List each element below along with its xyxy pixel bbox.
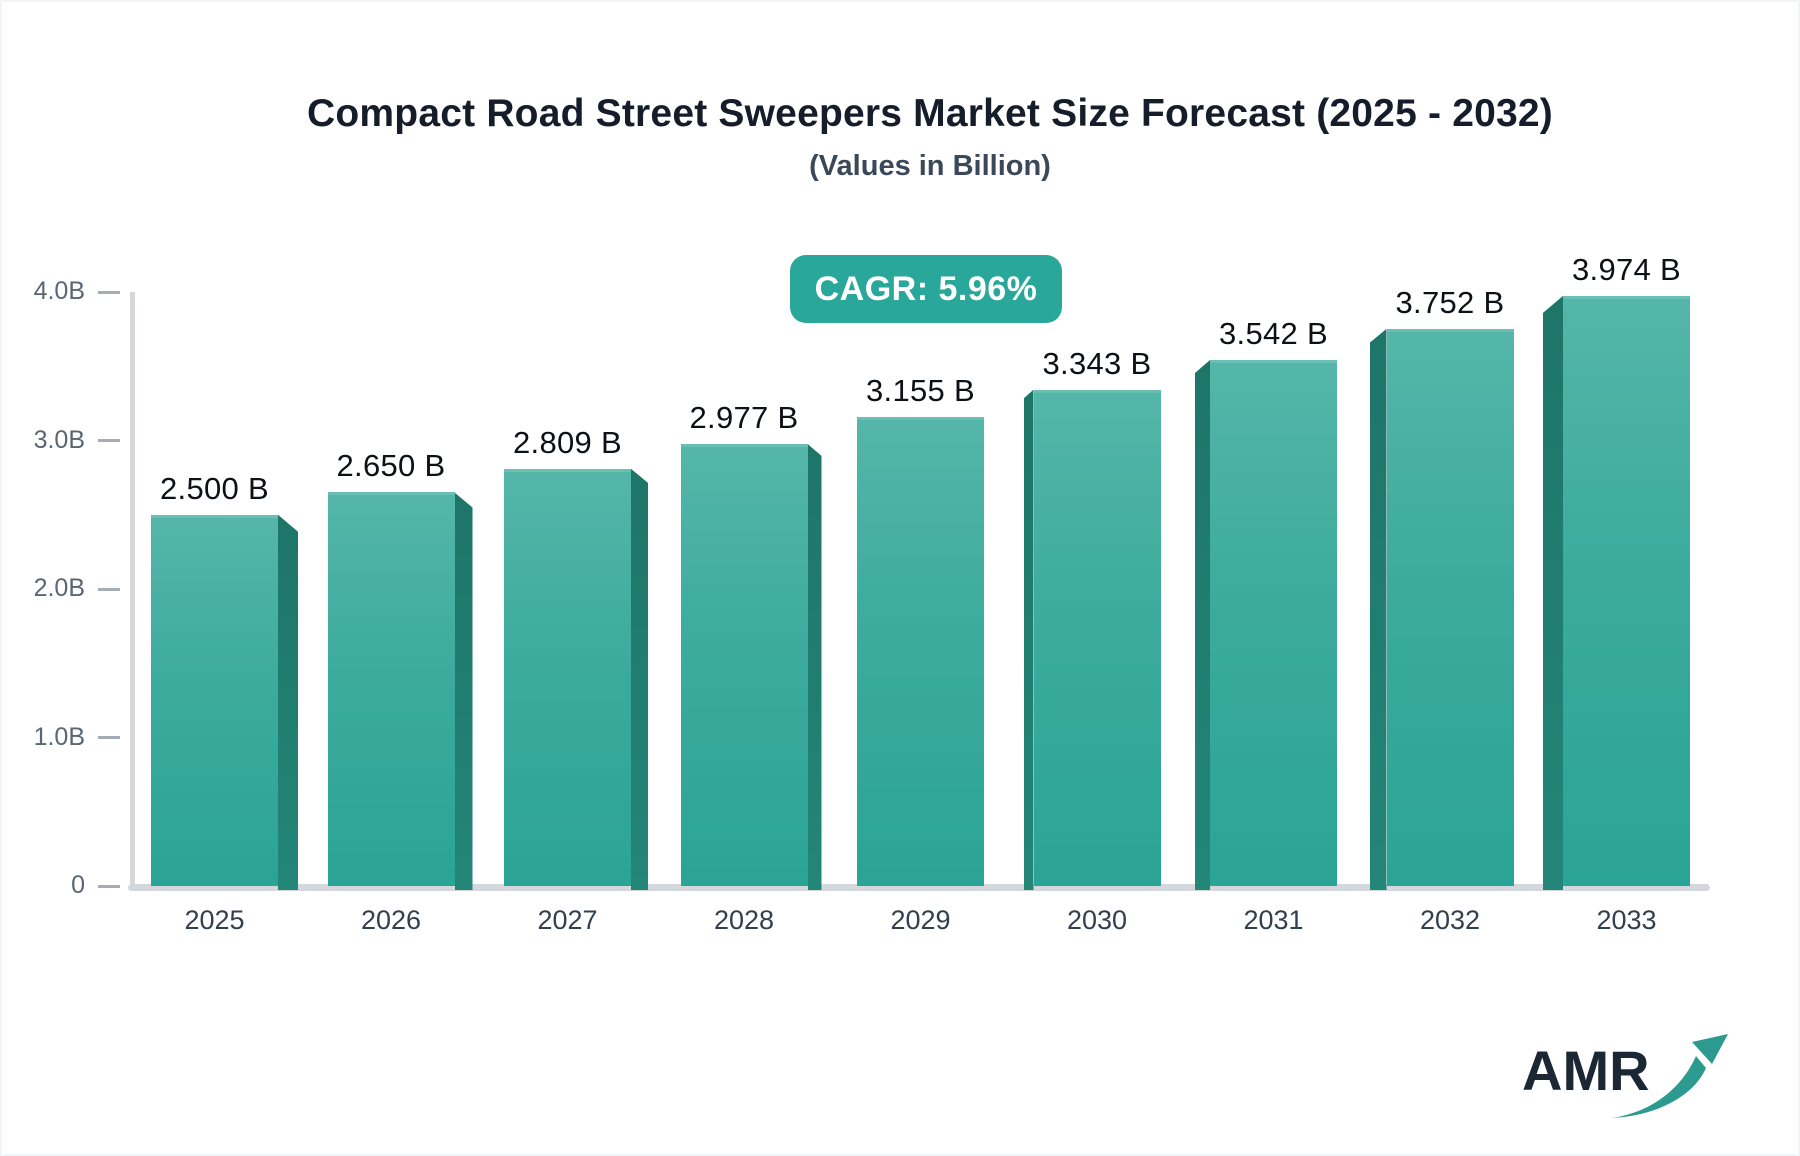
- x-axis-label: 2027: [537, 905, 598, 935]
- bar: [1386, 328, 1514, 886]
- bar: [857, 417, 984, 886]
- bar: [151, 514, 278, 886]
- y-tick-dash: [98, 587, 120, 591]
- bar: [504, 468, 631, 886]
- y-tick-label: 1.0B: [33, 722, 85, 751]
- bar-side-face: [278, 514, 298, 890]
- bar-side-face: [1369, 328, 1387, 890]
- y-tick-dash: [98, 884, 120, 888]
- bar-side-face: [1023, 389, 1034, 890]
- amr-logo: AMR: [1522, 1030, 1742, 1120]
- chart-title: Compact Road Street Sweepers Market Size…: [307, 92, 1553, 135]
- bar: [327, 492, 455, 886]
- x-axis-label: 2026: [360, 905, 422, 935]
- bar-value-label: 3.974 B: [1572, 251, 1681, 287]
- bar-value-label: 3.155 B: [866, 373, 975, 409]
- bar-value-label: 3.752 B: [1395, 284, 1505, 320]
- bar-side-face: [1195, 360, 1210, 890]
- bar-side-face: [631, 468, 648, 890]
- x-axis-line: [128, 884, 1710, 891]
- bar-side-face: [454, 492, 473, 890]
- x-axis-label: 2032: [1419, 905, 1481, 935]
- bar: [1210, 360, 1337, 886]
- x-axis-label: 2028: [713, 905, 775, 935]
- bar-value-label: 2.500 B: [160, 470, 269, 506]
- amr-logo-text: AMR: [1522, 1039, 1650, 1102]
- x-axis-label: 2029: [890, 905, 951, 935]
- bar-value-label: 2.650 B: [336, 448, 446, 484]
- bar-value-label: 2.977 B: [689, 399, 799, 435]
- y-tick-dash: [98, 439, 120, 442]
- y-tick-label: 4.0B: [33, 277, 85, 305]
- bar-side-face: [1543, 295, 1563, 890]
- x-axis-label: 2030: [1066, 905, 1128, 935]
- bar: [1033, 389, 1161, 886]
- y-tick-dash: [98, 290, 120, 294]
- chart-subtitle: (Values in Billion): [809, 150, 1051, 182]
- x-axis-label: 2025: [184, 905, 245, 935]
- bar-side-face: [807, 443, 822, 890]
- x-axis-label: 2031: [1243, 905, 1304, 935]
- y-tick-dash: [98, 736, 120, 739]
- trend-arrow-icon: [1612, 1034, 1728, 1118]
- bar-value-label: 3.343 B: [1042, 345, 1152, 381]
- x-axis-label: 2033: [1596, 905, 1657, 935]
- cagr-badge: CAGR: 5.96%: [790, 255, 1062, 323]
- y-tick-label: 2.0B: [33, 574, 85, 602]
- y-axis-line: [130, 292, 135, 886]
- y-tick-label: 0: [71, 871, 85, 899]
- y-tick-label: 3.0B: [33, 425, 85, 454]
- bar-value-label: 3.542 B: [1219, 316, 1328, 351]
- bar-value-label: 2.809 B: [513, 424, 622, 460]
- bar: [1563, 295, 1690, 886]
- bar: [680, 443, 808, 886]
